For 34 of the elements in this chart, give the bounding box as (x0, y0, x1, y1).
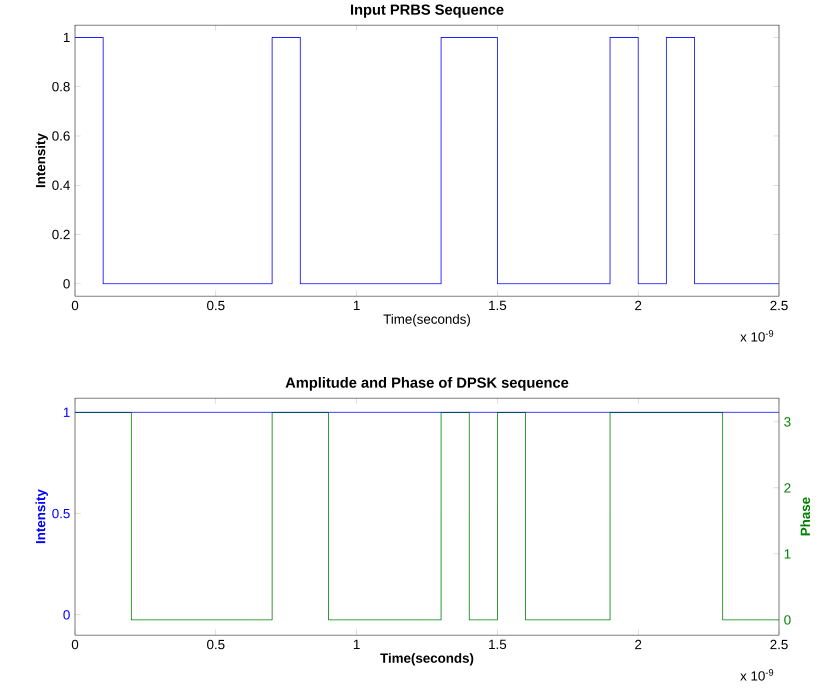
x-tick-label: 1 (354, 640, 360, 649)
x-tick-label: 2 (635, 300, 642, 310)
y-tick-label: 1 (64, 32, 70, 42)
y-tick-label: 0.4 (52, 180, 70, 190)
y2-tick-label: 0 (784, 615, 791, 625)
x-tick-label: 2.5 (770, 300, 788, 310)
x-tick-label: 0.5 (207, 300, 225, 310)
y2-tick-label: 2 (784, 483, 790, 492)
x-tick-label: 2.5 (770, 640, 788, 650)
x-tick-label: 0.5 (207, 640, 225, 650)
x-tick-label: 0 (72, 640, 78, 650)
y-tick-label: 0 (63, 610, 70, 620)
y-tick-label: 0 (63, 279, 70, 288)
y2-tick-label: 3 (784, 417, 791, 427)
y-tick-label: 0.2 (52, 230, 70, 240)
y2-tick-label: 1 (784, 549, 790, 558)
x-axis-title: Time(seconds) (383, 314, 470, 326)
x-tick-label: 0 (72, 300, 78, 310)
text: x 10$^{-9}$ (740, 669, 774, 681)
x-tick-label: 2 (635, 640, 642, 650)
y-axis-title: Intensity (36, 489, 48, 544)
x-tick-label: 1.5 (489, 300, 506, 310)
y-tick-label: 0.8 (52, 82, 70, 92)
y-tick-label: 1 (64, 408, 70, 417)
text: x 10$^{-9}$ (740, 330, 774, 342)
x-axis-title: Time(seconds) (380, 653, 474, 666)
x-tick-label: 1 (354, 300, 360, 310)
y-axis-title: Intensity (36, 133, 48, 188)
x-tick-label: 1.5 (489, 640, 506, 650)
y2-axis-title: Phase (800, 497, 810, 536)
y-tick-label: 0.6 (52, 131, 70, 141)
chart-title: Input PRBS Sequence (350, 4, 504, 18)
chart-title: Amplitude and Phase of DPSK sequence (286, 377, 568, 391)
y-tick-label: 0.5 (52, 508, 70, 518)
